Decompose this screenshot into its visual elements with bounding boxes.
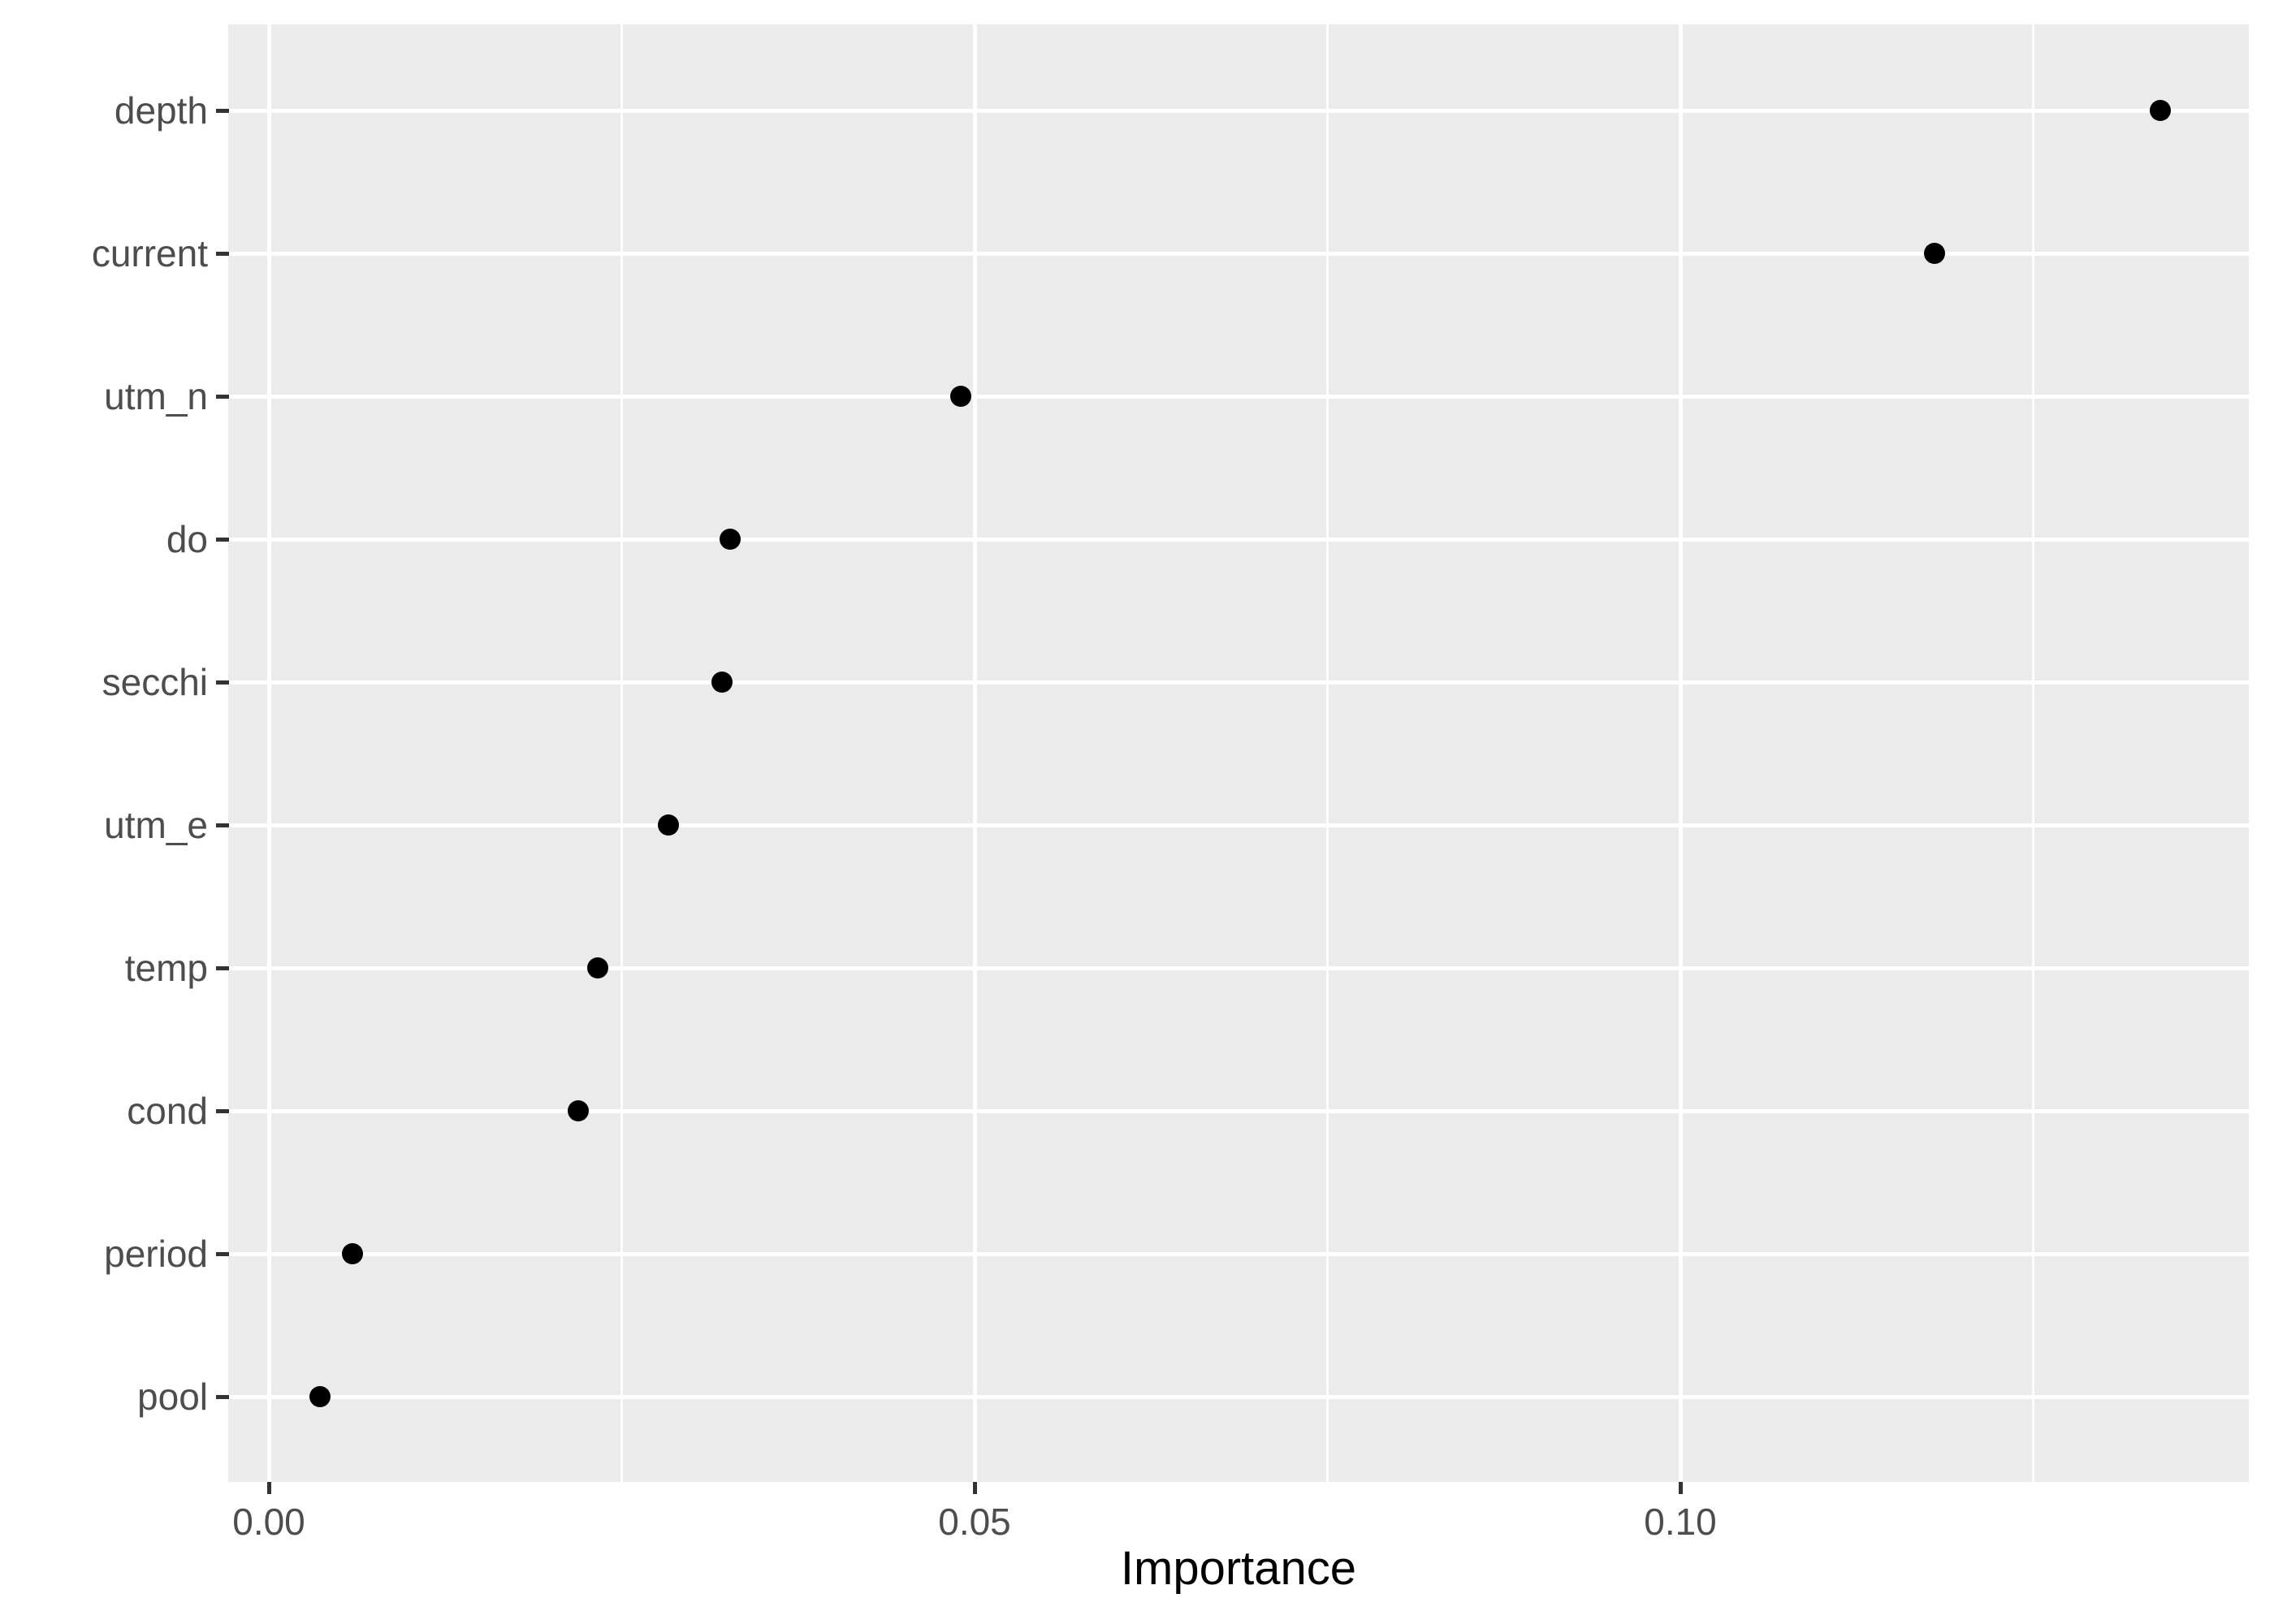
gridline-major-horizontal bbox=[228, 1251, 2249, 1256]
gridline-major-horizontal bbox=[228, 823, 2249, 827]
y-axis-tick bbox=[216, 1394, 229, 1399]
y-tick-label-utm_e: utm_e bbox=[104, 804, 208, 846]
y-tick-label-temp: temp bbox=[124, 947, 208, 989]
data-point-do bbox=[720, 529, 741, 550]
y-tick-label-utm_n: utm_n bbox=[104, 375, 208, 417]
x-axis-tick bbox=[1678, 1482, 1683, 1494]
gridline-major-horizontal bbox=[228, 394, 2249, 399]
data-point-current bbox=[1923, 243, 1945, 264]
x-tick-label-0.00: 0.00 bbox=[232, 1501, 305, 1543]
y-axis-tick bbox=[216, 394, 229, 399]
y-tick-label-do: do bbox=[166, 518, 208, 560]
data-point-utm_e bbox=[657, 814, 679, 836]
y-axis-tick bbox=[216, 1108, 229, 1113]
gridline-major-horizontal bbox=[228, 965, 2249, 970]
data-point-period bbox=[341, 1243, 363, 1264]
x-axis-title: Importance bbox=[1120, 1542, 1357, 1595]
gridline-minor-vertical bbox=[1326, 24, 1329, 1482]
y-tick-label-period: period bbox=[104, 1233, 208, 1275]
y-axis-tick bbox=[216, 537, 229, 542]
y-axis-tick bbox=[216, 1251, 229, 1256]
gridline-minor-vertical bbox=[2032, 24, 2034, 1482]
gridline-major-horizontal bbox=[228, 1394, 2249, 1399]
y-tick-label-secchi: secchi bbox=[102, 661, 208, 703]
x-tick-label-0.10: 0.10 bbox=[1644, 1501, 1717, 1543]
x-axis-tick bbox=[972, 1482, 977, 1494]
data-point-pool bbox=[309, 1386, 331, 1407]
data-point-utm_n bbox=[949, 386, 971, 407]
y-tick-label-cond: cond bbox=[127, 1090, 208, 1132]
gridline-major-horizontal bbox=[228, 251, 2249, 256]
y-tick-label-current: current bbox=[91, 232, 208, 274]
gridline-major-vertical bbox=[972, 24, 977, 1482]
gridline-major-vertical bbox=[266, 24, 271, 1482]
gridline-major-horizontal bbox=[228, 1108, 2249, 1113]
y-axis-tick bbox=[216, 823, 229, 827]
y-tick-label-depth: depth bbox=[114, 89, 208, 132]
gridline-major-horizontal bbox=[228, 537, 2249, 542]
y-axis-tick bbox=[216, 965, 229, 970]
plot-panel bbox=[228, 24, 2249, 1482]
gridline-major-horizontal bbox=[228, 108, 2249, 113]
gridline-major-horizontal bbox=[228, 680, 2249, 685]
gridline-major-vertical bbox=[1678, 24, 1683, 1482]
y-tick-label-pool: pool bbox=[137, 1376, 208, 1418]
x-tick-label-0.05: 0.05 bbox=[938, 1501, 1011, 1543]
y-axis-tick bbox=[216, 251, 229, 256]
y-axis-tick bbox=[216, 108, 229, 113]
x-axis-tick bbox=[266, 1482, 271, 1494]
data-point-temp bbox=[586, 957, 608, 978]
y-axis-tick bbox=[216, 680, 229, 685]
gridline-minor-vertical bbox=[620, 24, 623, 1482]
data-point-cond bbox=[567, 1100, 589, 1121]
data-point-depth bbox=[2149, 100, 2171, 121]
data-point-secchi bbox=[711, 672, 733, 693]
